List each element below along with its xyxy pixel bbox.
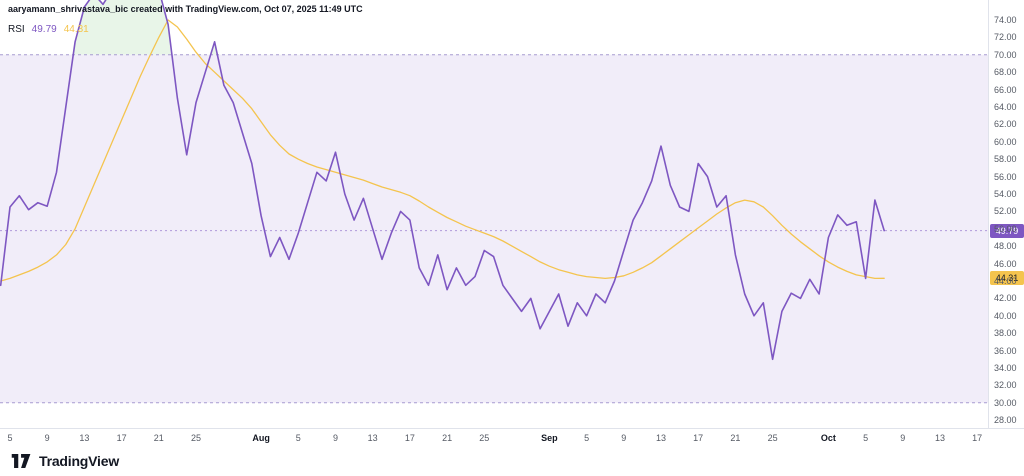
time-axis-label: Sep <box>541 433 558 443</box>
price-axis-label: 44.00 <box>994 276 1017 286</box>
price-axis-label: 40.00 <box>994 310 1017 321</box>
price-axis-label: 50.00 <box>994 223 1017 234</box>
time-axis-label: 5 <box>7 433 13 443</box>
time-axis-label: Aug <box>252 433 270 443</box>
price-axis-label: 60.00 <box>994 136 1017 147</box>
price-axis-label: 54.00 <box>994 189 1017 199</box>
time-axis-label: 9 <box>621 433 627 443</box>
price-axis-label: 30.00 <box>994 397 1017 408</box>
ma-line <box>0 19 885 282</box>
price-axis-label: 38.00 <box>994 328 1017 339</box>
price-axis-label: 70.00 <box>994 49 1017 60</box>
ma-value: 44.31 <box>63 24 89 35</box>
overbought-fill <box>73 0 218 55</box>
time-axis-label: 21 <box>153 433 164 443</box>
time-axis-label: 13 <box>655 433 667 443</box>
price-axis-label: 36.00 <box>994 345 1017 356</box>
price-axis-label: 72.00 <box>994 32 1017 43</box>
price-axis-label: 66.00 <box>994 84 1017 95</box>
time-axis-label: 5 <box>584 433 590 443</box>
footer-bar: TradingView <box>0 446 1024 476</box>
rsi-pane[interactable]: aaryamann_shrivastava_bic created with T… <box>0 0 988 428</box>
price-axis-label: 42.00 <box>994 293 1017 304</box>
time-axis-label: 13 <box>367 433 378 443</box>
time-axis-label: 17 <box>404 433 415 443</box>
price-axis-label: 48.00 <box>994 241 1017 252</box>
time-axis-label: 9 <box>900 433 906 443</box>
time-axis-label: 25 <box>767 433 778 443</box>
indicator-name: RSI <box>8 24 25 35</box>
tradingview-logo-icon <box>11 454 31 468</box>
time-axis-label: 13 <box>934 433 946 443</box>
time-axis-label: 21 <box>730 433 741 443</box>
price-axis-label: 74.00 <box>994 15 1017 25</box>
price-axis-label: 62.00 <box>994 119 1017 130</box>
price-axis-label: 68.00 <box>994 67 1017 78</box>
time-axis-label: 17 <box>972 433 983 443</box>
time-axis-label: 17 <box>116 433 127 443</box>
price-axis-label: 46.00 <box>994 258 1017 269</box>
rsi-chart-svg[interactable] <box>0 0 988 428</box>
tradingview-logo[interactable]: TradingView <box>10 453 119 469</box>
time-axis-label: 25 <box>479 433 490 443</box>
price-axis-label: 64.00 <box>994 102 1017 112</box>
rsi-band-fill <box>0 54 988 403</box>
rsi-last-value-badge: 49.79 <box>990 223 1024 238</box>
price-axis-label: 28.00 <box>994 415 1017 426</box>
time-axis-label: Oct <box>820 433 836 443</box>
ma-last-value-badge: 44.31 <box>990 271 1024 286</box>
time-axis-label: 13 <box>79 433 90 443</box>
time-axis-label: 9 <box>332 433 339 443</box>
price-axis-label: 32.00 <box>994 380 1017 391</box>
price-axis-label: 34.00 <box>994 363 1017 373</box>
indicator-legend[interactable]: RSI 49.79 44.31 <box>8 24 89 35</box>
time-axis-label: 5 <box>295 433 301 443</box>
time-axis-label: 5 <box>863 433 869 443</box>
attribution-text: aaryamann_shrivastava_bic created with T… <box>8 4 363 14</box>
rsi-line <box>0 0 886 361</box>
price-axis[interactable]: 49.79 44.31 74.00 72.00 70.00 68.00 66.00 64.… <box>988 0 1024 428</box>
tradingview-wordmark: TradingView <box>39 453 120 469</box>
time-axis-label: 21 <box>442 433 453 443</box>
price-axis-label: 58.00 <box>994 154 1017 165</box>
time-axis-label: 25 <box>190 433 202 443</box>
rsi-value: 49.79 <box>31 24 57 35</box>
price-axis-label: 52.00 <box>994 206 1017 217</box>
price-axis-label: 56.00 <box>994 171 1017 182</box>
time-axis[interactable]: 5 9 13 17 21 25 Aug 5 9 13 17 21 25 Sep 5 9 13 17 21 25 Oct 5… <box>0 428 1024 446</box>
time-axis-label: 9 <box>44 433 50 443</box>
time-axis-label: 17 <box>693 433 704 443</box>
